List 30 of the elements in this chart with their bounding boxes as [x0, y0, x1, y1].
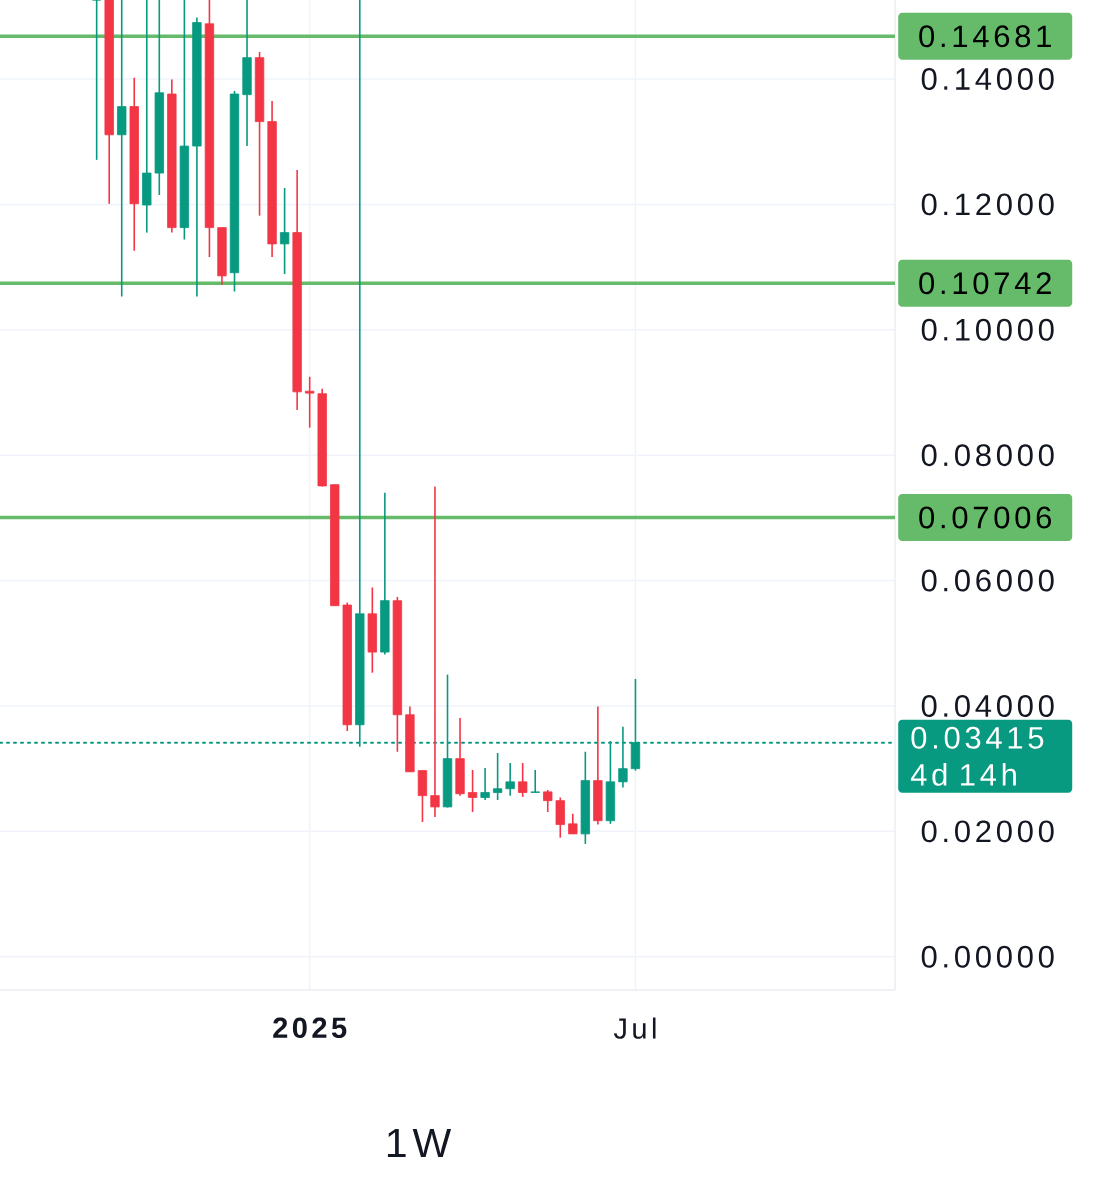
candlestick: [480, 767, 490, 801]
x-tick-label: Jul: [613, 1017, 656, 1039]
x-tick-label: 2025: [273, 1017, 347, 1039]
candlestick: [467, 769, 478, 813]
y-tick-label: 0.00000: [921, 945, 1054, 968]
y-tick-label: 0.10000: [921, 318, 1054, 341]
candlestick: [92, 0, 102, 161]
candlestick: [555, 796, 565, 839]
candlestick: [305, 376, 315, 429]
y-tick-label: 0.02000: [921, 820, 1054, 843]
y-tick-label: 0.12000: [921, 193, 1054, 216]
ref-line-label: 0.03415: [911, 726, 1044, 749]
candlestick: [279, 187, 290, 275]
candlestick: [530, 769, 540, 794]
y-tick-label: 0.06000: [921, 569, 1054, 592]
y-tick-label: 0.08000: [921, 444, 1054, 467]
ref-line-label: 0.07006: [919, 506, 1052, 529]
candlestick: [430, 485, 440, 818]
text: 4d 14h: [910, 763, 1016, 786]
text: 1W: [387, 1128, 452, 1158]
candlestick: [568, 813, 578, 835]
candlestick: [117, 0, 127, 298]
candlestick: [518, 762, 528, 798]
ref-line-label: 0.14681: [919, 25, 1051, 48]
candlestick: [505, 762, 515, 797]
candlestick: [543, 789, 553, 813]
candlestick: [492, 752, 503, 801]
y-tick-label: 0.14000: [921, 68, 1054, 90]
ref-line-label: 0.10742: [919, 272, 1051, 295]
y-tick-label: 0.04000: [921, 695, 1054, 717]
